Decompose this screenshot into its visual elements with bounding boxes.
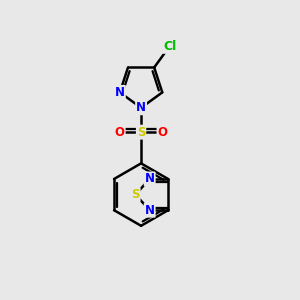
- Text: N: N: [115, 86, 125, 99]
- Text: N: N: [145, 204, 155, 217]
- Text: S: S: [137, 126, 145, 139]
- Text: O: O: [115, 126, 125, 139]
- Text: O: O: [158, 126, 167, 139]
- Text: S: S: [131, 188, 140, 201]
- Text: N: N: [145, 172, 155, 185]
- Text: Cl: Cl: [163, 40, 176, 53]
- Text: N: N: [136, 101, 146, 114]
